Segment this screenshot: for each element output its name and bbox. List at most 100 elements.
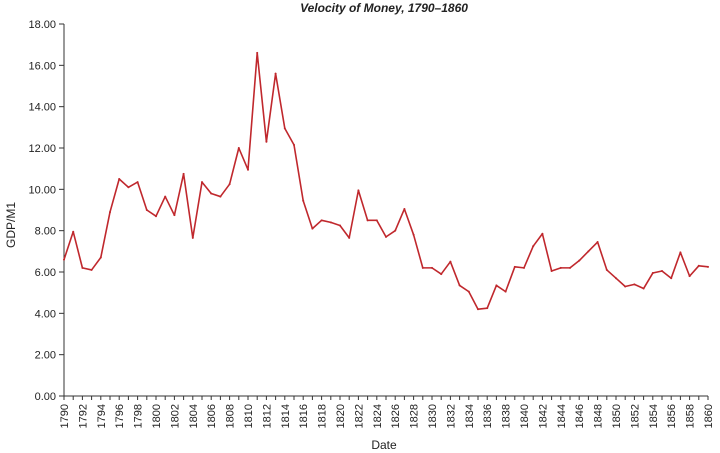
- data-point: [495, 284, 498, 287]
- y-tick-label: 12.00: [28, 143, 56, 155]
- x-tick-label: 1830: [427, 404, 439, 428]
- data-point: [72, 230, 75, 233]
- x-tick-label: 1814: [280, 404, 292, 428]
- data-point: [375, 219, 378, 222]
- x-tick-label: 1800: [151, 404, 163, 428]
- data-point: [385, 235, 387, 238]
- x-tick-label: 1834: [464, 404, 476, 428]
- x-tick-label: 1796: [114, 404, 126, 428]
- x-tick-label: 1854: [648, 404, 660, 428]
- data-point: [366, 219, 369, 222]
- data-point: [421, 266, 424, 269]
- x-tick-label: 1846: [574, 404, 586, 428]
- data-point: [458, 284, 461, 287]
- data-point: [449, 260, 452, 263]
- series-line: [63, 52, 709, 311]
- data-point: [523, 266, 525, 269]
- data-point: [164, 195, 167, 198]
- data-point: [688, 275, 691, 278]
- y-tick-label: 18.00: [28, 19, 56, 31]
- y-tick-label: 2.00: [35, 350, 56, 362]
- x-tick-label: 1832: [445, 404, 457, 428]
- x-tick-label: 1860: [703, 404, 715, 428]
- data-point: [486, 307, 489, 310]
- data-point: [302, 199, 305, 202]
- data-point: [63, 258, 65, 261]
- y-axis-ticks: 0.00 2.00 4.00 6.00 8.00 10.00 12.00 14.00 16.00…: [28, 19, 64, 403]
- data-point: [661, 269, 663, 272]
- data-point: [651, 272, 654, 275]
- data-point: [679, 251, 682, 254]
- data-point: [440, 273, 443, 276]
- data-point: [431, 266, 433, 269]
- x-tick-label: 1856: [666, 404, 678, 428]
- x-tick-label: 1792: [77, 404, 89, 428]
- data-point: [99, 256, 102, 259]
- data-point: [357, 189, 360, 192]
- data-point: [394, 229, 397, 232]
- data-point: [237, 147, 240, 149]
- data-point: [541, 232, 544, 235]
- data-point: [624, 285, 627, 288]
- data-point: [127, 186, 130, 189]
- data-point: [201, 181, 203, 184]
- data-point: [118, 178, 121, 180]
- data-point: [228, 183, 231, 186]
- x-tick-label: 1844: [556, 404, 568, 428]
- data-point: [670, 277, 673, 280]
- x-tick-label: 1840: [519, 404, 531, 428]
- x-tick-label: 1798: [133, 404, 145, 428]
- data-point: [707, 265, 709, 268]
- data-point: [191, 236, 194, 239]
- x-tick-label: 1828: [409, 404, 421, 428]
- data-point: [283, 127, 286, 130]
- x-tick-label: 1836: [482, 404, 494, 428]
- x-tick-label: 1820: [335, 404, 347, 428]
- y-tick-label: 14.00: [28, 102, 56, 114]
- x-tick-label: 1816: [298, 404, 310, 428]
- x-tick-label: 1794: [96, 404, 108, 428]
- data-point: [329, 221, 332, 224]
- data-point: [81, 266, 84, 269]
- data-point: [467, 290, 470, 293]
- data-point: [550, 269, 553, 272]
- x-tick-label: 1850: [611, 404, 623, 428]
- data-point: [155, 215, 157, 218]
- data-point: [90, 268, 93, 271]
- x-tick-label: 1852: [629, 404, 641, 428]
- data-point: [532, 245, 535, 248]
- y-tick-label: 10.00: [28, 184, 56, 196]
- data-point: [587, 250, 590, 253]
- data-point: [256, 51, 259, 54]
- x-tick-label: 1806: [206, 404, 218, 428]
- data-point: [109, 211, 111, 214]
- data-point: [615, 277, 617, 280]
- x-tick-label: 1810: [243, 404, 255, 428]
- x-tick-label: 1842: [537, 404, 549, 428]
- data-point: [559, 266, 562, 269]
- x-tick-label: 1818: [317, 404, 329, 428]
- data-point: [348, 236, 351, 239]
- data-point: [412, 233, 415, 236]
- x-tick-label: 1812: [261, 404, 273, 428]
- data-point: [697, 264, 700, 267]
- x-tick-label: 1826: [390, 404, 402, 428]
- data-point: [339, 224, 341, 227]
- x-axis-label: Date: [371, 438, 397, 452]
- data-point: [265, 140, 268, 143]
- chart-title: Velocity of Money, 1790–1860: [300, 1, 468, 15]
- data-point: [182, 172, 185, 175]
- x-tick-label: 1790: [59, 404, 71, 428]
- data-point: [578, 259, 581, 262]
- data-point: [513, 265, 516, 268]
- data-point: [173, 214, 176, 217]
- y-tick-label: 8.00: [35, 226, 56, 238]
- x-tick-label: 1848: [593, 404, 605, 428]
- data-point: [477, 308, 479, 311]
- data-point: [145, 209, 148, 211]
- data-point: [247, 168, 249, 171]
- data-point: [504, 290, 507, 293]
- data-point: [642, 287, 645, 290]
- x-tick-label: 1802: [169, 404, 181, 428]
